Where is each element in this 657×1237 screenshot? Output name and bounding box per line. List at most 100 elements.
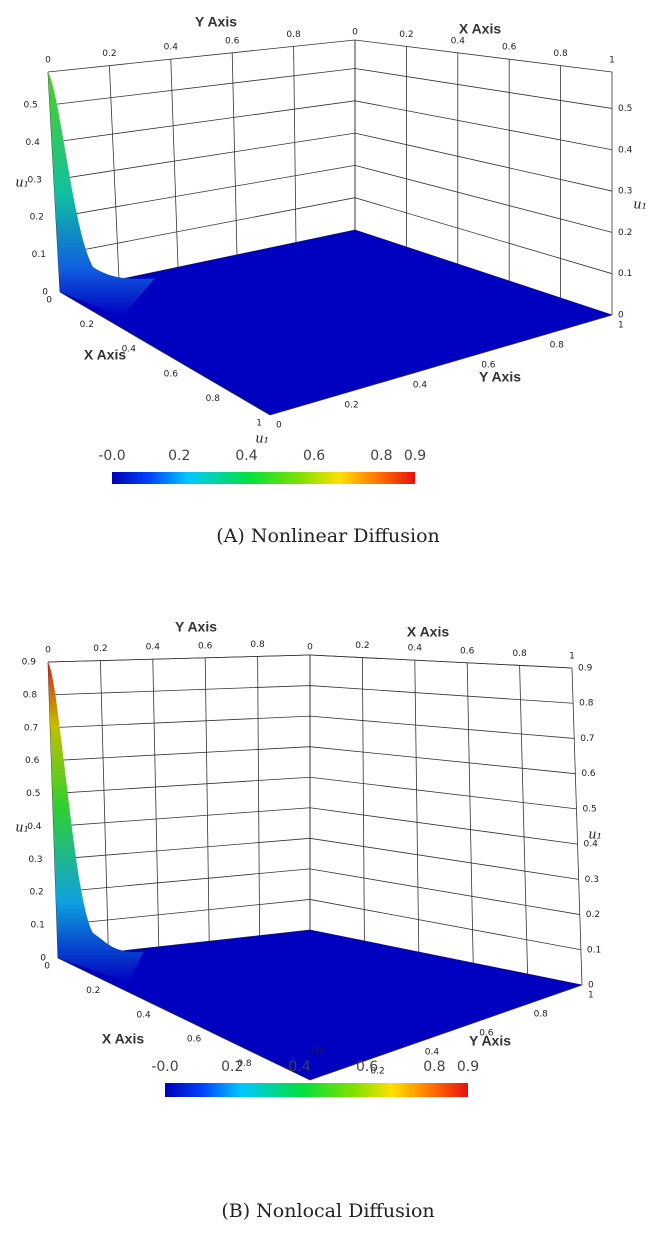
tick-label: 0.6 [581,769,596,779]
grid-line [100,660,109,953]
surface-ridge [48,662,144,983]
tick-label: 0.8 [23,690,38,700]
colorbar-label: 0.2 [168,448,190,464]
colorbar-label: 0.9 [404,448,426,464]
tick-label: 0.4 [136,1010,151,1020]
tick-label: 0.3 [585,875,599,885]
grid-line [52,776,577,810]
tick-label: 0.8 [550,341,565,351]
tick-label: 0.1 [31,921,45,931]
grid-line [55,164,613,233]
colorbar-title: u₁ [311,1043,325,1058]
tick-label: 0.6 [502,43,517,53]
tick-label: 0.2 [344,401,358,411]
grid-line [204,657,210,942]
tick-label: 0 [588,981,594,991]
grid-line [466,662,474,964]
tick-label: 0 [46,296,52,306]
colorbar-label: 0.6 [356,1059,378,1075]
colorbar-label: 0.6 [303,448,325,464]
tick-label: 0.6 [25,756,40,766]
tick-label: 0.5 [26,789,40,799]
axis-title: Y Axis [469,1033,511,1049]
tick-label: 0.2 [93,644,107,654]
colorbar [165,1083,468,1097]
grid-line [51,746,576,775]
grid-line [57,197,613,275]
tick-label: 0.4 [413,381,428,391]
grid-line [47,654,573,669]
tick-label: 0.8 [534,1010,549,1020]
tick-label: 1 [588,991,594,1001]
tick-label: 0 [307,643,313,653]
caption: (A) Nonlinear Diffusion [216,525,440,547]
tick-label: 0 [45,56,51,66]
tick-label: 0.6 [198,641,213,651]
tick-label: 0.2 [86,986,100,996]
tick-label: 0 [45,646,51,656]
axis-line [57,957,583,1081]
tick-label: 0.4 [425,1048,440,1058]
colorbar-label: 0.4 [235,448,257,464]
colorbar-label: 0.8 [370,448,392,464]
tick-label: 0.2 [29,888,43,898]
tick-label: 0.5 [23,101,37,111]
axis-title: u₁ [633,198,647,213]
tick-label: 0 [40,954,46,964]
tick-label: 0.5 [618,104,632,114]
axis-title: X Axis [84,347,126,363]
axis-title: u₁ [15,176,29,191]
grid-line [519,665,528,975]
axis-title: Y Axis [175,619,217,635]
tick-label: 0.9 [22,658,37,668]
tick-label: 0.4 [164,43,179,53]
tick-label: 0.4 [451,36,466,46]
tick-label: 0 [618,311,624,321]
axis-line [59,291,613,416]
tick-label: 0.4 [26,138,41,148]
tick-label: 0.3 [28,175,42,185]
tick-label: 0.1 [618,269,632,279]
grid-line [293,46,297,243]
tick-label: 0.6 [164,369,179,379]
surface-floor [58,930,582,1080]
grid-line [55,868,580,915]
colorbar-label: -0.0 [98,448,125,464]
tick-label: 0.5 [582,804,596,814]
tick-label: 0.4 [27,822,42,832]
grid-line [362,657,365,942]
grid-line [571,667,583,986]
tick-label: 0.3 [28,855,42,865]
colorbar [112,472,415,484]
tick-label: 0.4 [122,345,137,355]
grid-line [231,52,238,255]
grid-line [53,807,578,845]
grid-line [51,100,613,151]
tick-label: 0.6 [225,36,240,46]
tick-label: 0.1 [587,945,601,955]
colorbar-label: -0.0 [151,1059,178,1075]
grid-line [50,715,575,739]
tick-label: 0.3 [618,187,632,197]
tick-label: 0.8 [206,394,221,404]
tick-label: 0.6 [460,646,475,656]
grid-line [47,39,613,73]
colorbar-label: 0.8 [423,1059,445,1075]
tick-label: 0 [352,28,358,38]
tick-label: 0.8 [579,699,594,709]
axis-title: X Axis [102,1031,144,1047]
tick-label: 0.2 [618,228,632,238]
tick-label: 0.2 [399,30,413,40]
axis-title: u₁ [15,821,29,836]
tick-label: 0.8 [250,640,265,650]
axis-title: Y Axis [195,14,237,30]
tick-label: 1 [609,56,615,66]
axis-title: X Axis [407,624,449,640]
tick-label: 0.4 [584,840,599,850]
tick-label: 0.2 [586,910,600,920]
surface-floor [60,230,612,415]
tick-label: 1 [256,419,262,429]
grid-line [53,132,613,192]
tick-label: 0.7 [24,723,38,733]
